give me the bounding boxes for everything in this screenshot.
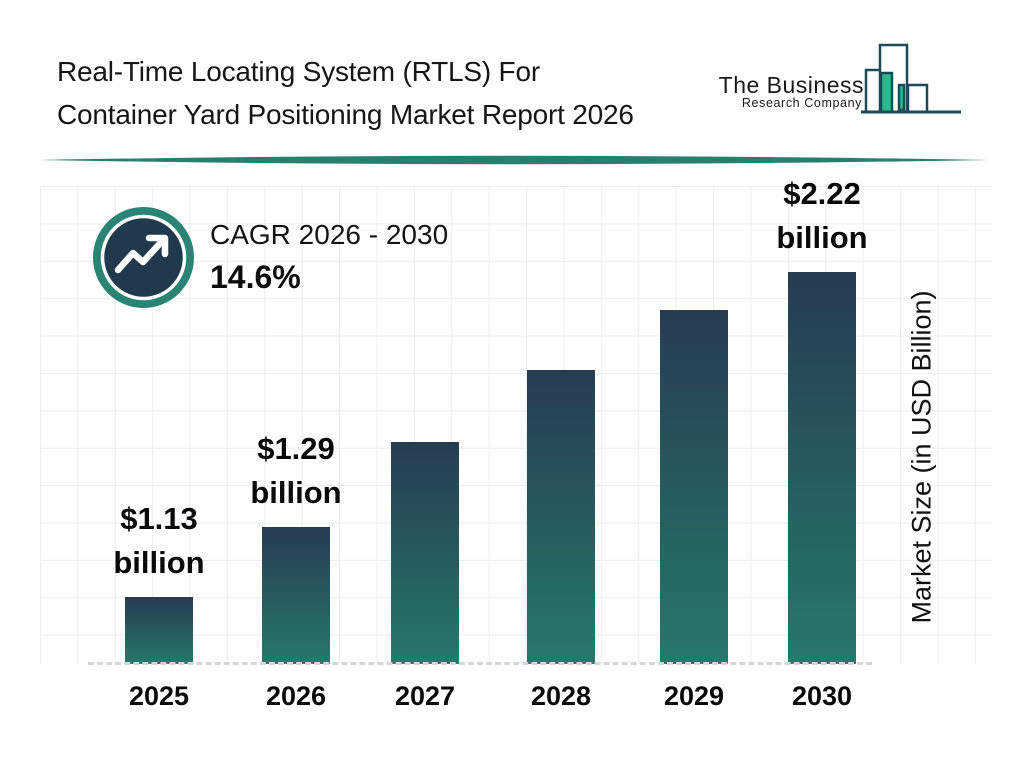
x-axis-tick-label: 2025: [128, 681, 190, 711]
x-axis-tick-label: 2029: [663, 681, 725, 711]
logo-name: The Business: [718, 72, 864, 98]
bar-unit: billion: [113, 545, 205, 580]
bar: [660, 310, 728, 664]
bar: [391, 442, 459, 664]
x-axis-tick-label: 2026: [265, 681, 327, 711]
x-axis-tick-label: 2030: [791, 681, 853, 711]
logo-tagline: Research Company: [741, 96, 862, 110]
y-axis-label: Market Size (in USD Billion): [906, 290, 937, 624]
title-line-2: Container Yard Positioning Market Report…: [57, 99, 634, 130]
bar-value-label: $1.29 billion: [186, 427, 406, 515]
bar-chart-icon: [861, 43, 961, 114]
bar-value: $2.22: [783, 176, 861, 211]
bar-unit: billion: [776, 220, 868, 255]
x-axis-tick-label: 2028: [530, 681, 592, 711]
header-divider: [38, 155, 988, 165]
x-axis-baseline: [88, 662, 872, 665]
bar-value-label: $2.22 billion: [712, 172, 932, 260]
bar-value: $1.29: [257, 431, 335, 466]
bar-value-label: $1.13 billion: [49, 497, 269, 585]
cagr-range-label: CAGR 2026 - 2030: [210, 219, 449, 250]
page-title: Real-Time Locating System (RTLS) For Con…: [57, 50, 634, 136]
bar-unit: billion: [250, 475, 342, 510]
title-line-1: Real-Time Locating System (RTLS) For: [57, 56, 540, 87]
trend-up-circle-icon: [93, 207, 194, 308]
bar: [125, 597, 193, 664]
bar: [262, 527, 330, 664]
bar: [527, 370, 595, 664]
bar: [788, 272, 856, 664]
bar-value: $1.13: [120, 501, 198, 536]
x-axis-tick-label: 2027: [394, 681, 456, 711]
cagr-value: 14.6%: [210, 259, 301, 295]
